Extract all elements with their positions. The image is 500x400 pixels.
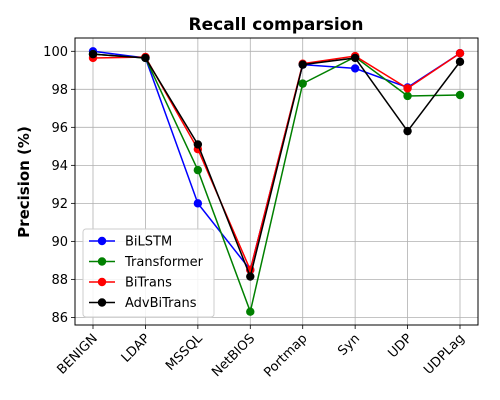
y-tick-label: 96 [51, 121, 68, 136]
x-tick-label: BENIGN [55, 331, 101, 377]
y-tick-label: 98 [51, 83, 68, 98]
x-tick-label: LDAP [119, 331, 154, 366]
data-point [456, 49, 464, 57]
x-tick-label: UDPLag [421, 331, 468, 378]
data-point [246, 307, 254, 315]
legend: BiLSTM Transformer BiTrans AdvBiTrans [83, 229, 214, 317]
legend-marker [98, 237, 106, 245]
data-point [194, 166, 202, 174]
data-point [403, 84, 411, 92]
y-tick-label: 90 [51, 235, 68, 250]
y-tick-label: 92 [51, 197, 68, 212]
data-point [456, 58, 464, 66]
legend-marker [98, 278, 106, 286]
data-point [89, 50, 97, 58]
legend-label: Transformer [124, 255, 204, 270]
x-tick-label: MSSQL [163, 331, 206, 374]
data-point [141, 54, 149, 62]
legend-marker [98, 298, 106, 306]
y-tick-label: 88 [51, 273, 68, 288]
y-tick-label: 86 [51, 311, 68, 326]
x-tick-label: UDP [385, 331, 415, 361]
data-point [194, 199, 202, 207]
x-tick-label: Syn [335, 331, 363, 359]
legend-label: BiTrans [125, 276, 172, 291]
data-point [246, 272, 254, 280]
x-tick-label: Portmap [261, 331, 310, 380]
data-point [194, 140, 202, 148]
chart-title: Recall comparsion [189, 15, 364, 35]
data-point [299, 79, 307, 87]
x-tick-label: NetBIOS [209, 331, 258, 380]
legend-marker [98, 257, 106, 265]
data-point [351, 54, 359, 62]
y-tick-label: 100 [43, 45, 68, 60]
y-tick-label: 94 [51, 159, 68, 174]
data-point [351, 64, 359, 72]
data-point [456, 91, 464, 99]
legend-label: BiLSTM [125, 235, 172, 250]
data-point [403, 92, 411, 100]
data-point [403, 127, 411, 135]
data-point [299, 60, 307, 68]
legend-label: AdvBiTrans [125, 296, 197, 311]
y-axis-label: Precision (%) [15, 126, 33, 238]
